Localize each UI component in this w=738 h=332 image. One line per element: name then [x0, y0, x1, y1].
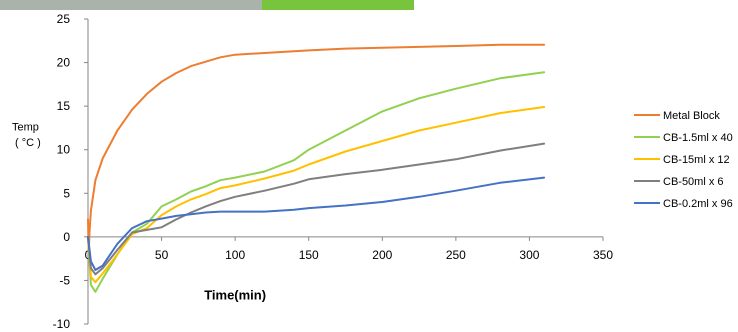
- x-tick-label: 200: [372, 248, 392, 262]
- series-line-1: [87, 43, 546, 256]
- legend: Metal Block CB-1.5ml x 40 CB-15ml x 12 CB-5…: [634, 110, 733, 210]
- top-banner-green: [262, 0, 414, 10]
- labels-group: Time(min) Temp ( °C ): [12, 122, 266, 303]
- legend-label-4: CB-50ml x 6: [663, 176, 724, 188]
- series-line-5: [87, 176, 546, 271]
- series-line-4: [87, 142, 546, 276]
- legend-label-5: CB-0.2ml x 96: [663, 198, 733, 210]
- x-axis-title: Time(min): [204, 288, 266, 303]
- y-axis-title: Temp: [12, 122, 39, 134]
- x-tick-label: 50: [155, 248, 169, 262]
- y-tick-label: 10: [57, 143, 71, 157]
- x-tick-label: 150: [299, 248, 319, 262]
- y-axis-unit: ( °C ): [15, 137, 41, 149]
- series-line-3: [87, 106, 546, 284]
- y-tick-label: 15: [57, 99, 71, 113]
- y-tick-label: 25: [57, 12, 71, 26]
- x-tick-label: 250: [446, 248, 466, 262]
- legend-label-2: CB-1.5ml x 40: [663, 132, 733, 144]
- series-group: [87, 43, 546, 293]
- legend-label-3: CB-15ml x 12: [663, 154, 730, 166]
- y-tick-label: 20: [57, 56, 71, 70]
- top-banner-grey: [0, 0, 262, 10]
- y-tick-label: 0: [63, 230, 70, 244]
- x-tick-label: 300: [519, 248, 539, 262]
- series-line-2: [87, 71, 546, 293]
- x-tick-label: 100: [225, 248, 245, 262]
- y-tick-label: -5: [59, 273, 70, 287]
- y-tick-label: 5: [63, 186, 70, 200]
- y-tick-label: -10: [53, 317, 71, 331]
- x-tick-label: 350: [593, 248, 613, 262]
- legend-label-1: Metal Block: [663, 110, 720, 122]
